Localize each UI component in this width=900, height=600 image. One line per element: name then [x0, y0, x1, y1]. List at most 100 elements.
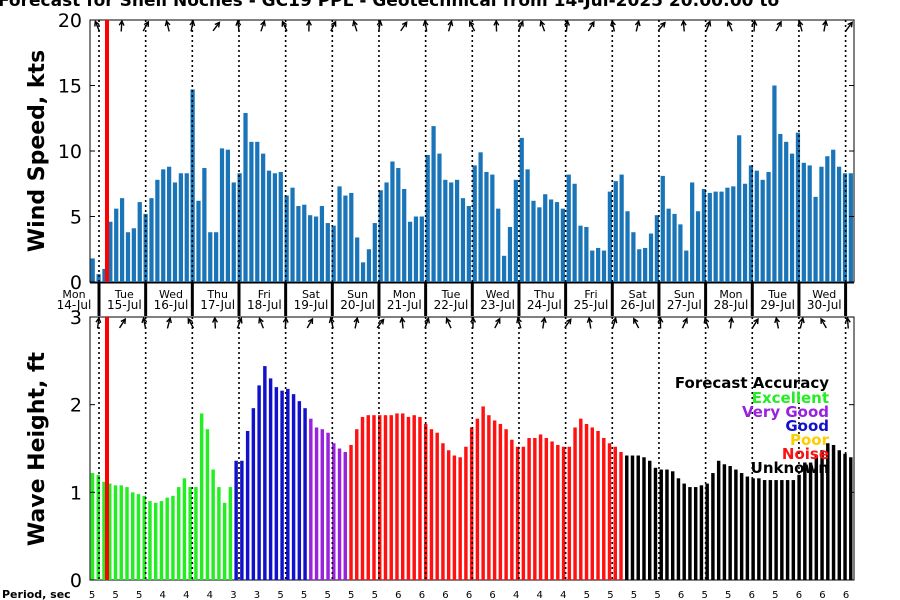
- wave-bar: [435, 432, 439, 580]
- wave-bar: [176, 487, 181, 580]
- day-label-dow: Sat: [302, 288, 321, 301]
- wind-bar: [754, 170, 759, 282]
- wind-bar: [831, 149, 836, 282]
- wind-bar: [807, 165, 812, 282]
- legend-item: Good: [785, 417, 829, 435]
- wave-bar: [676, 478, 681, 580]
- direction-arrow: [564, 318, 572, 329]
- period-label: 5: [112, 590, 118, 600]
- wind-bar: [566, 174, 571, 282]
- wave-bar: [481, 406, 485, 580]
- wind-bar: [302, 204, 307, 282]
- wave-bar: [372, 415, 376, 580]
- wind-bar: [660, 175, 665, 282]
- wind-bar: [407, 221, 413, 282]
- direction-arrow: [705, 20, 712, 32]
- wind-bar: [402, 188, 407, 282]
- wind-bar: [349, 192, 354, 282]
- wave-bar: [607, 443, 612, 580]
- direction-arrow: [189, 19, 196, 32]
- wave-bar: [826, 443, 830, 580]
- wind-bar: [537, 207, 542, 282]
- wave-bar: [171, 495, 175, 580]
- period-label: 5: [772, 590, 778, 600]
- wind-bar: [748, 165, 754, 282]
- direction-arrow: [470, 316, 477, 329]
- wind-bar: [96, 274, 101, 282]
- direction-arrow: [164, 19, 171, 32]
- legend-item: Unknown: [751, 459, 829, 477]
- wave-bar: [309, 418, 313, 580]
- wind-bar: [625, 211, 630, 282]
- wave-bar: [268, 378, 273, 580]
- wave-bar: [90, 473, 95, 580]
- direction-arrow: [517, 20, 524, 32]
- wave-bar: [636, 455, 640, 580]
- chart-title: Forecast for Shell Noches - GC19 PPL - G…: [0, 0, 779, 11]
- wind-bar: [501, 255, 507, 282]
- wave-height-panel: 0 1 2 3 Wave Height, ft Forecast Accuracy E…: [25, 307, 855, 592]
- wave-y-axis-label: Wave Height, ft: [25, 351, 50, 546]
- wave-bar: [745, 476, 750, 580]
- wind-bar: [801, 162, 806, 282]
- direction-arrow: [633, 317, 640, 329]
- wave-bar: [584, 423, 589, 580]
- wave-bar: [142, 495, 146, 580]
- wave-bar: [217, 487, 221, 580]
- wind-y-tick-label: 10: [58, 141, 82, 163]
- wave-bar: [837, 450, 842, 580]
- wave-bar: [464, 446, 468, 580]
- wave-bar: [762, 480, 767, 580]
- wind-bar: [366, 249, 372, 282]
- wind-bar: [225, 149, 230, 282]
- day-label-date: 15-Jul: [107, 298, 142, 312]
- wind-bar: [102, 268, 107, 282]
- day-label-dow: Thu: [533, 288, 555, 301]
- day-label-dow: Sun: [674, 288, 695, 301]
- wind-bar: [554, 202, 560, 282]
- wave-bar: [515, 446, 520, 580]
- wave-bar: [843, 453, 847, 580]
- period-label: 5: [372, 590, 378, 600]
- wave-bar: [722, 464, 727, 580]
- wind-bar: [519, 137, 524, 282]
- direction-arrow: [775, 20, 782, 32]
- wave-bar: [751, 478, 755, 580]
- wind-bar: [760, 179, 765, 282]
- wind-y-ticks: 0 5 10 15 20: [58, 10, 854, 294]
- wave-bar: [596, 430, 600, 580]
- wind-bar: [343, 195, 348, 282]
- direction-arrow: [657, 21, 666, 32]
- period-label: 6: [796, 590, 802, 600]
- direction-arrow: [236, 317, 243, 329]
- wave-day-dividers: [98, 317, 847, 580]
- wind-bar: [825, 156, 830, 282]
- period-label: 5: [725, 590, 731, 600]
- period-label: 5: [277, 590, 283, 600]
- wave-bar: [768, 480, 773, 580]
- wave-y-tick-label: 1: [70, 482, 82, 504]
- direction-arrow: [634, 19, 641, 32]
- day-label-date: 19-Jul: [294, 298, 329, 312]
- wave-bar: [688, 487, 692, 580]
- wave-bar: [527, 437, 531, 580]
- wave-bar: [320, 429, 325, 580]
- direction-arrow: [774, 316, 781, 329]
- wave-bar: [274, 387, 279, 580]
- wind-bar: [308, 215, 313, 282]
- wave-bar: [803, 462, 807, 580]
- wind-y-tick-label: 15: [58, 76, 82, 98]
- period-label: 3: [230, 590, 236, 600]
- wave-bar: [286, 388, 290, 580]
- wave-bar: [245, 430, 250, 580]
- wave-bar: [619, 452, 623, 580]
- wind-bar: [613, 181, 618, 282]
- wind-y-tick-label: 20: [58, 10, 82, 32]
- wind-bar: [701, 188, 707, 282]
- period-label: 4: [560, 590, 566, 600]
- wave-bar: [108, 483, 112, 580]
- direction-arrow: [610, 19, 616, 32]
- period-label: 5: [584, 590, 590, 600]
- direction-arrow: [844, 316, 851, 329]
